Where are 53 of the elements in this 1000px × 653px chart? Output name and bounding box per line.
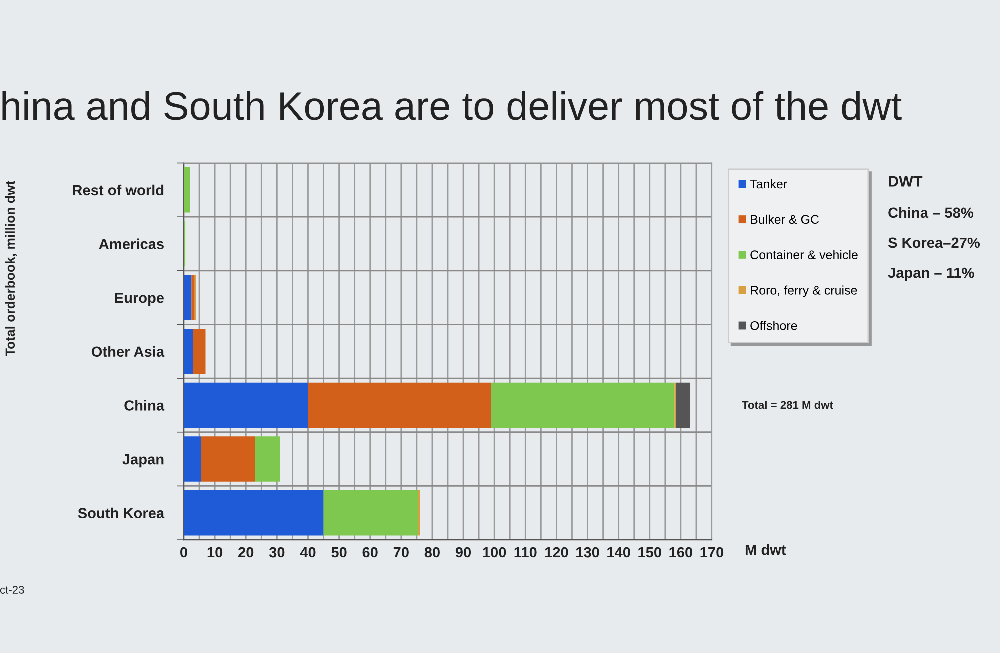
x-tick-label: 120 — [545, 547, 568, 558]
bar — [184, 382, 308, 428]
x-tick-label: 110 — [514, 547, 537, 558]
text: Total = 281 M dwt — [742, 400, 834, 410]
y-tick-label: Japan — [122, 454, 164, 468]
legend-label: Offshore — [750, 321, 798, 330]
bar — [201, 436, 256, 482]
x-tick-label: 90 — [456, 547, 472, 558]
x-tick-label: 0 — [180, 547, 188, 558]
legend-label: Bulker & GC — [751, 214, 820, 224]
bar — [676, 382, 690, 428]
text: S Korea–27% — [888, 238, 980, 248]
x-tick-label: 30 — [269, 547, 285, 558]
y-tick-label: Other Asia — [92, 346, 165, 358]
x-tick-label: 170 — [700, 547, 724, 558]
text: DWT — [889, 176, 923, 187]
y-tick-label: South Korea — [78, 508, 165, 519]
x-tick-label: 130 — [576, 547, 600, 558]
legend-label: Container & vehicle — [750, 250, 858, 260]
y-tick-label: Rest of world — [73, 184, 164, 196]
bar — [308, 382, 492, 428]
chart-title: hina and South Korea are to deliver most of the dwt — [2, 91, 902, 120]
text: ct-23 — [0, 586, 24, 594]
x-tick-label: 10 — [208, 547, 223, 558]
bar — [324, 490, 418, 536]
x-tick-label: 20 — [238, 547, 254, 558]
bar — [184, 490, 324, 536]
bar — [184, 168, 190, 213]
text: China – 58% — [888, 207, 974, 218]
legend-label: Tanker — [750, 180, 788, 189]
x-tick-label: 160 — [670, 547, 693, 558]
x-axis-title: M dwt — [746, 544, 786, 556]
x-tick-label: 60 — [362, 547, 378, 558]
bar — [193, 329, 206, 374]
x-tick-label: 50 — [332, 547, 347, 558]
text: Japan – 11% — [888, 268, 974, 282]
y-axis-title: Total orderbook, million dwt — [5, 181, 17, 356]
bar — [192, 275, 195, 320]
y-tick-label: Americas — [99, 238, 164, 250]
y-tick-label: China — [124, 400, 165, 411]
bar — [184, 275, 192, 320]
x-tick-label: 40 — [300, 547, 316, 558]
x-tick-label: 80 — [424, 547, 440, 558]
bar — [184, 436, 202, 482]
bar — [491, 382, 675, 428]
x-tick-label: 140 — [608, 547, 630, 558]
bar — [184, 329, 194, 374]
y-tick-label: Europe — [115, 293, 164, 306]
x-tick-label: 100 — [483, 547, 506, 558]
x-tick-label: 150 — [638, 547, 662, 558]
legend-label: Roro, ferry & cruise — [751, 286, 858, 298]
bar — [255, 436, 280, 482]
x-tick-label: 70 — [394, 547, 409, 558]
